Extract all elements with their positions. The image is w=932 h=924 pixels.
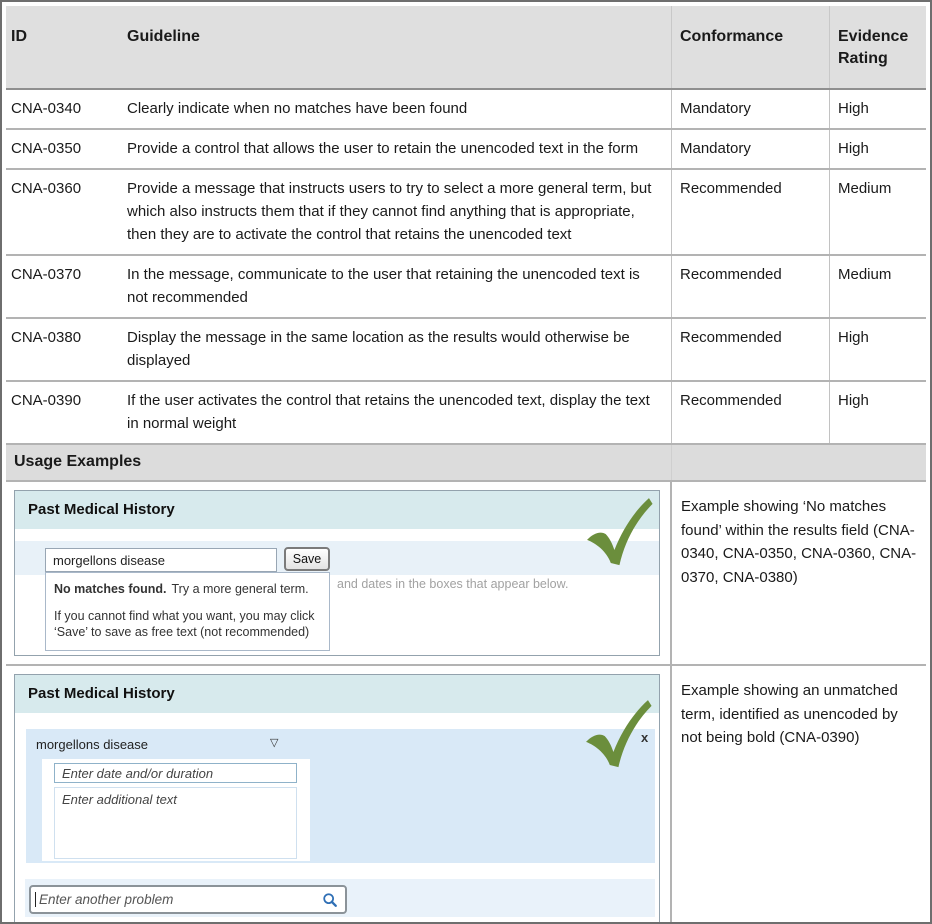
screenshot-no-matches-example: Past Medical History morgellons disease …: [14, 490, 660, 656]
date-duration-input[interactable]: Enter date and/or duration: [54, 763, 297, 783]
cell-id: CNA-0380: [11, 329, 82, 346]
section-title: Usage Examples: [6, 445, 672, 480]
cell-conformance: Mandatory: [672, 130, 830, 168]
cell-conformance: Recommended: [672, 170, 830, 254]
panel-title: Past Medical History: [15, 675, 659, 713]
additional-text-area[interactable]: Enter additional text: [54, 787, 297, 859]
save-button[interactable]: Save: [284, 547, 330, 571]
cell-id: CNA-0390: [11, 392, 82, 409]
another-problem-search-input[interactable]: Enter another problem: [29, 885, 347, 914]
cell-id: CNA-0350: [11, 140, 82, 157]
green-checkmark-icon: [586, 700, 652, 768]
cell-conformance: Recommended: [672, 256, 830, 317]
text-cursor: [35, 892, 36, 907]
table-row: CNA-0340 Clearly indicate when no matche…: [6, 90, 926, 130]
example-1-caption: Example showing ‘No matches found’ withi…: [681, 498, 917, 586]
cell-id: CNA-0340: [11, 100, 82, 117]
cell-evidence: High: [838, 100, 869, 117]
cell-guideline: Provide a control that allows the user t…: [118, 130, 672, 168]
cell-guideline: Clearly indicate when no matches have be…: [118, 90, 672, 128]
hint-line-1: If you cannot find what you want, you ma…: [54, 609, 315, 623]
unencoded-term-text: morgellons disease: [36, 737, 149, 752]
usage-examples-band: Usage Examples: [6, 445, 926, 482]
cell-guideline: Provide a message that instructs users t…: [118, 170, 672, 254]
cell-guideline: If the user activates the control that r…: [118, 382, 672, 443]
cell-conformance: Mandatory: [672, 90, 830, 128]
cell-conformance: Recommended: [672, 319, 830, 380]
cell-evidence: High: [838, 329, 869, 346]
example-row-1: Past Medical History morgellons disease …: [6, 482, 926, 666]
search-icon[interactable]: [322, 892, 338, 908]
cell-guideline: In the message, communicate to the user …: [118, 256, 672, 317]
close-icon[interactable]: x: [641, 730, 649, 745]
table-row: CNA-0370 In the message, communicate to …: [6, 256, 926, 319]
column-header-evidence-rating: Evidence Rating: [838, 28, 909, 67]
cell-evidence: Medium: [838, 266, 892, 283]
try-general-term-text: Try a more general term.: [171, 582, 309, 596]
cell-evidence: High: [838, 140, 869, 157]
search-placeholder: Enter another problem: [39, 892, 174, 907]
no-matches-text: No matches found.: [54, 582, 167, 596]
example-row-2: Past Medical History morgellons disease …: [6, 666, 926, 922]
screenshot-unencoded-term-example: Past Medical History morgellons disease …: [14, 674, 660, 922]
cell-conformance: Recommended: [672, 382, 830, 443]
cell-evidence: High: [838, 392, 869, 409]
green-checkmark-icon: [587, 498, 653, 566]
cell-id: CNA-0370: [11, 266, 82, 283]
problem-search-input[interactable]: morgellons disease: [45, 548, 277, 572]
problem-search-value: morgellons disease: [53, 553, 166, 568]
column-header-conformance: Conformance: [672, 6, 830, 88]
cell-evidence: Medium: [838, 180, 892, 197]
panel-title: Past Medical History: [15, 491, 659, 529]
column-header-id: ID: [11, 28, 27, 45]
table-header-row: ID Guideline Conformance Evidence Rating: [6, 6, 926, 90]
table-row: CNA-0390 If the user activates the contr…: [6, 382, 926, 445]
cell-guideline: Display the message in the same location…: [118, 319, 672, 380]
column-header-guideline: Guideline: [118, 6, 672, 88]
background-instruction-text: and dates in the boxes that appear below…: [337, 577, 569, 591]
no-matches-dropdown: No matches found. Try a more general term…: [45, 572, 330, 651]
hint-line-2: ‘Save’ to save as free text (not recomme…: [54, 625, 310, 639]
table-row: CNA-0350 Provide a control that allows t…: [6, 130, 926, 170]
cell-id: CNA-0360: [11, 180, 82, 197]
chevron-down-icon[interactable]: ▽: [270, 737, 279, 749]
table-row: CNA-0360 Provide a message that instruct…: [6, 170, 926, 256]
example-2-caption: Example showing an unmatched term, ident…: [681, 682, 898, 746]
table-row: CNA-0380 Display the message in the same…: [6, 319, 926, 382]
